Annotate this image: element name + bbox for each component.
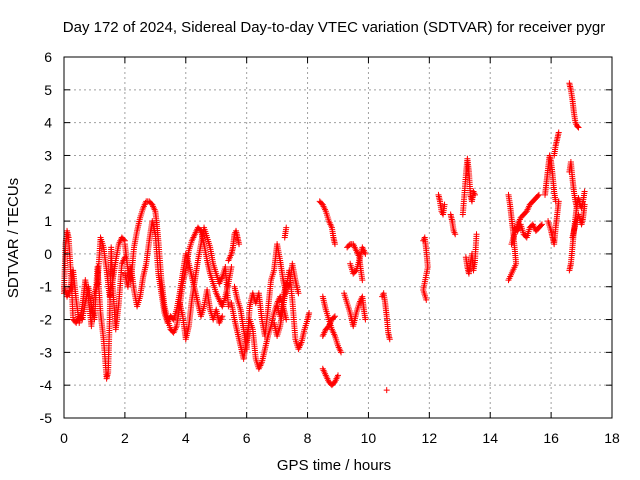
x-tick-label: 4	[182, 430, 190, 446]
x-tick-label: 14	[482, 430, 498, 446]
data-point	[472, 191, 478, 198]
data-point	[534, 192, 541, 199]
data-point	[219, 313, 226, 320]
y-tick-labels: -5 -4 -3 -2 -1 0 1 2 3 4 5 6	[40, 49, 53, 426]
data-point	[330, 314, 337, 321]
data-point	[283, 224, 290, 231]
data-point	[120, 236, 127, 243]
y-tick-label: -4	[40, 377, 53, 393]
y-tick-label: 6	[44, 49, 52, 65]
data-point	[359, 277, 366, 284]
data-point	[228, 264, 235, 271]
y-tick-label: 0	[44, 246, 52, 262]
y-tick-label: -2	[40, 312, 53, 328]
x-tick-label: 8	[304, 430, 312, 446]
data-points	[61, 80, 588, 394]
grid-lines	[64, 57, 612, 418]
y-tick-label: 5	[44, 82, 52, 98]
data-point	[362, 250, 369, 257]
x-tick-label: 6	[243, 430, 251, 446]
data-point	[306, 309, 313, 316]
data-point	[575, 124, 582, 131]
x-tick-label: 16	[543, 430, 559, 446]
y-tick-label: -5	[40, 410, 53, 426]
data-point	[574, 123, 581, 130]
data-point	[236, 241, 243, 248]
data-point	[383, 387, 390, 394]
data-point	[338, 349, 345, 356]
data-point	[346, 242, 353, 249]
y-tick-label: 3	[44, 147, 52, 163]
x-tick-label: 10	[361, 430, 377, 446]
data-point	[555, 129, 562, 136]
x-tick-label: 12	[422, 430, 438, 446]
data-point	[581, 201, 588, 208]
y-tick-label: 2	[44, 180, 52, 196]
y-tick-label: -1	[40, 279, 53, 295]
data-point	[331, 241, 338, 248]
y-axis-label: SDTVAR / TECUs	[5, 178, 22, 298]
axis-ticks	[63, 56, 613, 419]
data-point	[473, 231, 480, 238]
data-point	[555, 198, 562, 205]
data-point	[538, 221, 545, 228]
data-point	[285, 282, 292, 289]
data-point	[581, 188, 588, 195]
x-tick-labels: 0 2 4 6 8 10 12 14 16 18	[60, 430, 620, 446]
data-point	[295, 290, 302, 297]
plot-frame	[63, 56, 613, 419]
data-point	[283, 316, 290, 323]
data-point	[331, 313, 338, 320]
y-tick-label: 4	[44, 115, 52, 131]
data-point	[423, 296, 430, 303]
data-point	[386, 336, 393, 343]
x-axis-label: GPS time / hours	[277, 457, 391, 474]
data-point	[452, 231, 459, 238]
data-point	[535, 191, 542, 198]
x-tick-label: 2	[121, 430, 129, 446]
y-tick-label: 1	[44, 213, 52, 229]
chart-title: Day 172 of 2024, Sidereal Day-to-day VTE…	[63, 19, 605, 36]
y-tick-label: -3	[40, 344, 53, 360]
data-point	[441, 201, 448, 208]
data-point	[352, 268, 359, 275]
data-point	[225, 303, 232, 310]
x-tick-label: 0	[60, 430, 68, 446]
data-point	[505, 277, 512, 284]
x-tick-label: 18	[604, 430, 620, 446]
data-point	[537, 222, 544, 229]
data-point	[362, 316, 369, 323]
data-point	[335, 372, 341, 379]
